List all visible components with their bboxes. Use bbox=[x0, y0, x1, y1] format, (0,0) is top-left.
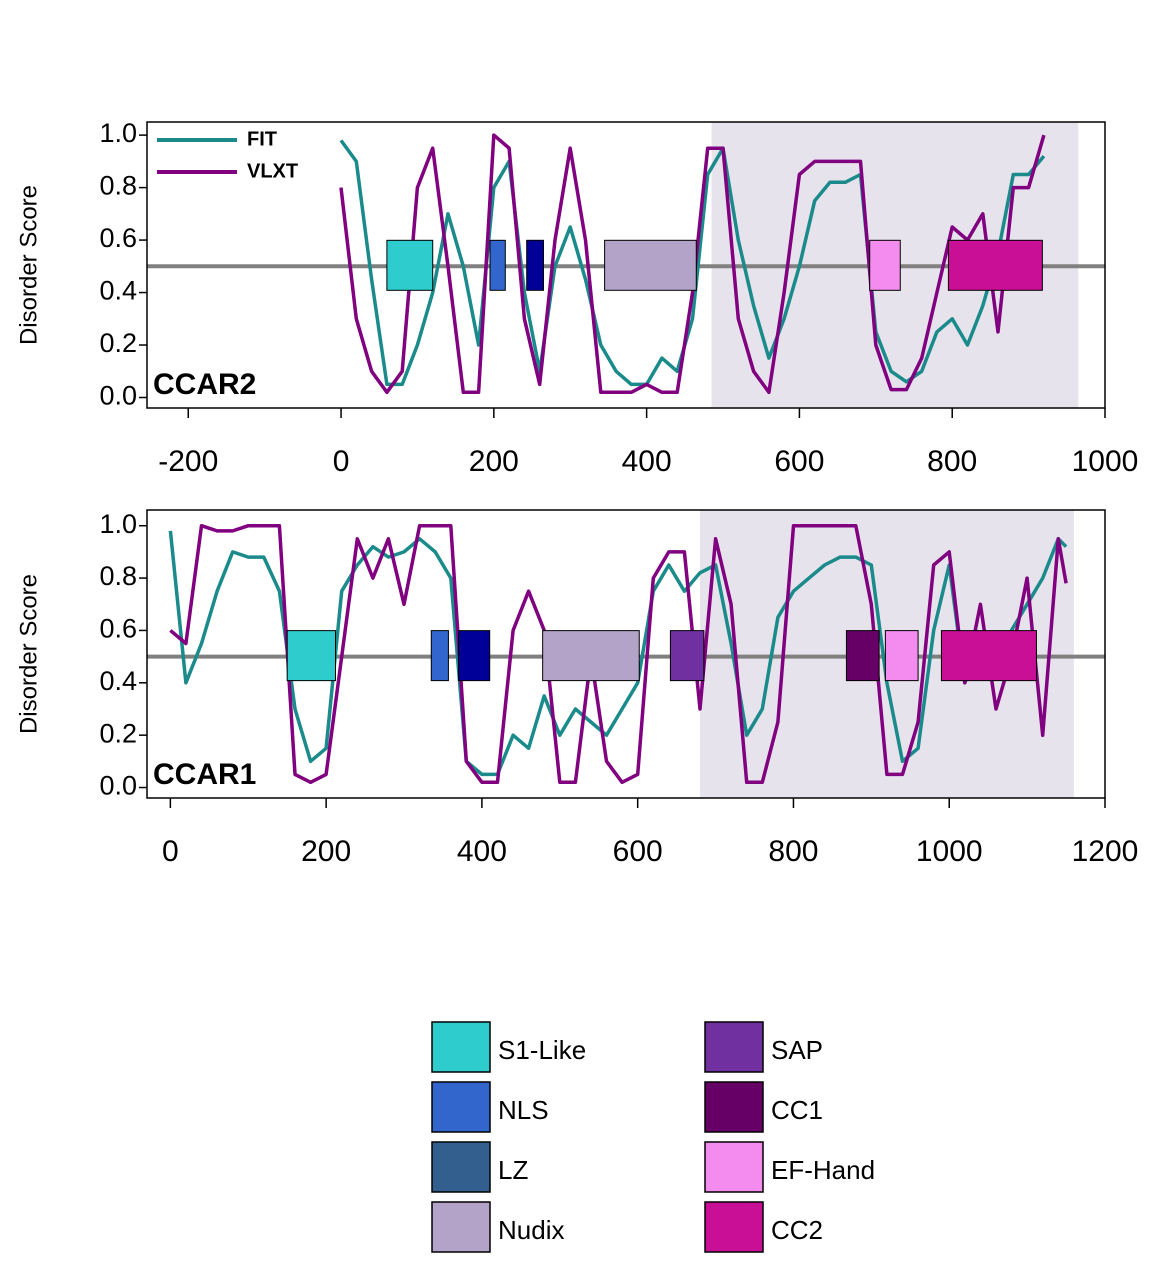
y-tick-label: 0.8 bbox=[99, 171, 137, 201]
domain-legend-label: Nudix bbox=[498, 1215, 564, 1245]
x-tick-label: 1200 bbox=[1072, 835, 1139, 868]
y-axis-label: Disorder Score bbox=[15, 185, 42, 345]
domain-legend-swatch bbox=[431, 1081, 491, 1133]
domain-legend-label: NLS bbox=[498, 1095, 549, 1125]
y-tick-label: 0.2 bbox=[99, 328, 137, 358]
domain-legend-swatch bbox=[431, 1021, 491, 1073]
x-tick-label: 600 bbox=[613, 835, 663, 868]
disorder-line bbox=[339, 139, 1046, 387]
x-tick-label: 200 bbox=[469, 445, 519, 478]
plot-frame bbox=[146, 509, 1106, 799]
domain-box bbox=[526, 239, 544, 291]
domain-legend-swatch bbox=[704, 1201, 764, 1253]
domain-legend-label: EF-Hand bbox=[771, 1155, 875, 1185]
x-tick-label: 800 bbox=[927, 445, 977, 478]
domain-legend-swatch bbox=[431, 1141, 491, 1193]
domain-box bbox=[669, 630, 705, 682]
disorder-line bbox=[168, 530, 1068, 777]
y-tick-label: 0.8 bbox=[99, 561, 137, 591]
y-tick-label: 1.0 bbox=[99, 509, 137, 539]
x-tick-label: 600 bbox=[774, 445, 824, 478]
domain-box bbox=[542, 630, 640, 682]
x-tick-label: -200 bbox=[158, 445, 218, 478]
x-tick-label: 400 bbox=[457, 835, 507, 868]
domain-box bbox=[947, 239, 1043, 291]
domain-box bbox=[430, 630, 449, 682]
domain-box bbox=[386, 239, 434, 291]
domain-box bbox=[458, 630, 491, 682]
x-tick-label: 200 bbox=[301, 835, 351, 868]
domain-legend-label: LZ bbox=[498, 1155, 528, 1185]
domain-box bbox=[884, 630, 919, 682]
x-tick-label: 400 bbox=[622, 445, 672, 478]
domain-legend-label: S1-Like bbox=[498, 1035, 586, 1065]
y-tick-label: 0.6 bbox=[99, 223, 137, 253]
y-tick-label: 0.4 bbox=[99, 276, 137, 306]
y-tick-label: 0.0 bbox=[99, 771, 137, 801]
legend-label: FIT bbox=[247, 128, 277, 150]
domain-legend-label: SAP bbox=[771, 1035, 823, 1065]
protein-label: CCAR1 bbox=[153, 758, 256, 791]
x-tick-label: 1000 bbox=[916, 835, 983, 868]
domain-box bbox=[845, 630, 880, 682]
domain-box bbox=[604, 239, 697, 291]
domain-box bbox=[869, 239, 901, 291]
y-tick-label: 0.2 bbox=[99, 718, 137, 748]
domain-legend-swatch bbox=[704, 1021, 764, 1073]
y-tick-label: 1.0 bbox=[99, 118, 137, 148]
y-tick-label: 0.0 bbox=[99, 381, 137, 411]
x-tick-label: 0 bbox=[333, 445, 350, 478]
x-tick-label: 800 bbox=[768, 835, 818, 868]
disorder-line bbox=[169, 523, 1068, 785]
domain-box bbox=[286, 630, 336, 682]
y-tick-label: 0.6 bbox=[99, 614, 137, 644]
domain-legend-swatch bbox=[704, 1081, 764, 1133]
domain-box bbox=[940, 630, 1037, 682]
y-tick-label: 0.4 bbox=[99, 666, 137, 696]
domain-legend-swatch bbox=[704, 1141, 764, 1193]
legend-label: VLXT bbox=[247, 160, 298, 182]
domain-box bbox=[489, 239, 506, 291]
x-tick-label: 1000 bbox=[1072, 445, 1139, 478]
domain-legend-swatch bbox=[431, 1201, 491, 1253]
y-axis-label: Disorder Score bbox=[15, 574, 42, 734]
plot-frame bbox=[146, 121, 1106, 409]
disorder-line bbox=[339, 133, 1046, 395]
domain-legend-label: CC1 bbox=[771, 1095, 823, 1125]
protein-label: CCAR2 bbox=[153, 368, 256, 401]
x-tick-label: 0 bbox=[162, 835, 179, 868]
domain-legend-label: CC2 bbox=[771, 1215, 823, 1245]
